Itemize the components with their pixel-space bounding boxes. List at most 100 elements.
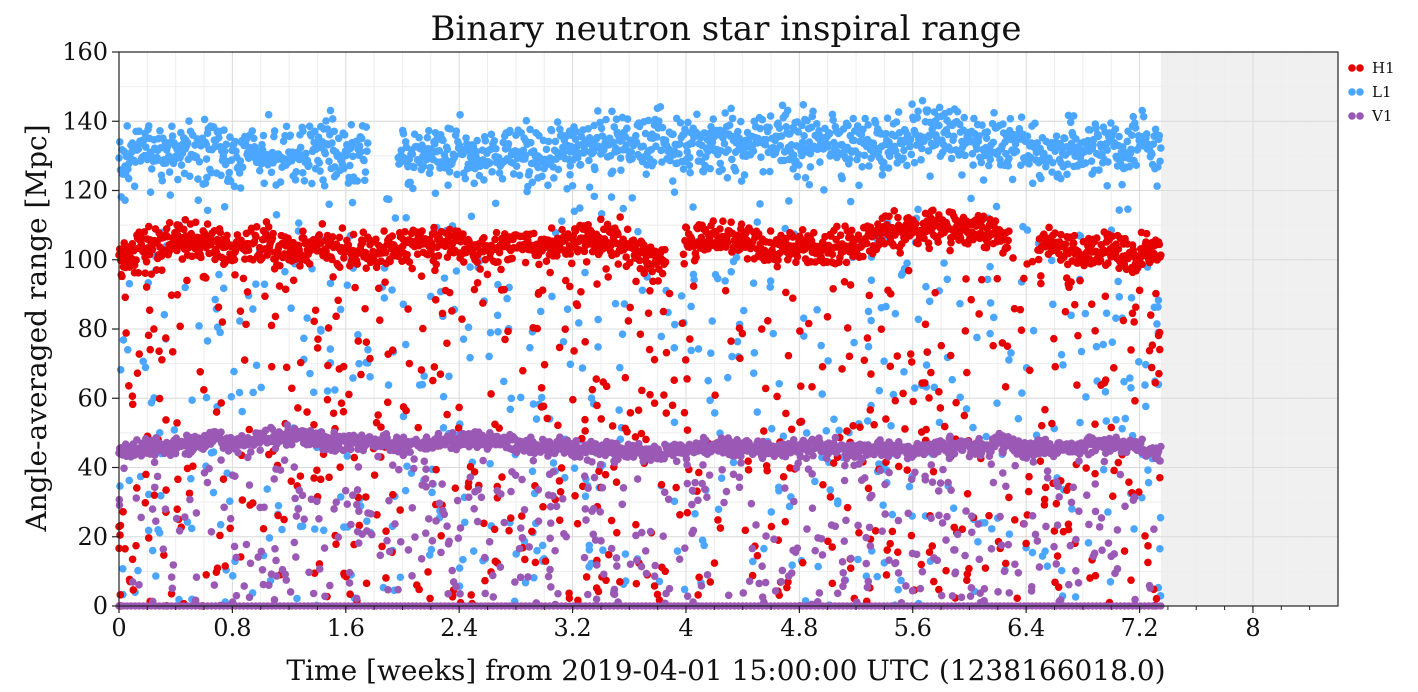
point-h1 xyxy=(314,335,322,343)
point-h1 xyxy=(874,220,882,228)
point-l1 xyxy=(316,167,324,175)
point-l1 xyxy=(156,144,165,152)
point-h1 xyxy=(432,465,440,474)
point-h1 xyxy=(226,524,235,533)
point-h1 xyxy=(1087,300,1096,308)
point-l1 xyxy=(813,305,821,314)
point-l1 xyxy=(825,130,834,138)
point-l1 xyxy=(1047,256,1056,265)
point-l1 xyxy=(460,518,469,527)
point-l1 xyxy=(1154,163,1162,171)
point-l1 xyxy=(195,158,204,166)
point-l1 xyxy=(194,175,202,183)
point-h1 xyxy=(561,325,570,333)
point-h1 xyxy=(322,245,330,253)
point-l1 xyxy=(230,182,239,191)
point-l1 xyxy=(481,137,490,145)
point-l1 xyxy=(509,170,518,178)
point-h1 xyxy=(1051,229,1059,237)
point-h1 xyxy=(833,222,841,231)
point-h1 xyxy=(1142,238,1150,246)
point-h1 xyxy=(819,480,827,489)
point-h1 xyxy=(378,542,386,551)
point-h1 xyxy=(1073,381,1081,389)
point-l1 xyxy=(867,316,875,325)
point-h1 xyxy=(1009,254,1017,262)
point-l1 xyxy=(960,113,969,122)
point-h1 xyxy=(1151,379,1160,387)
point-h1 xyxy=(429,376,437,385)
point-l1 xyxy=(1142,130,1151,138)
point-h1 xyxy=(1001,559,1010,568)
point-l1 xyxy=(1125,155,1134,163)
point-l1 xyxy=(231,137,239,146)
point-h1 xyxy=(826,493,835,501)
point-l1 xyxy=(854,555,862,564)
point-h1 xyxy=(1025,472,1033,481)
point-l1 xyxy=(183,139,192,147)
point-h1 xyxy=(158,355,166,364)
point-h1 xyxy=(694,591,702,599)
point-l1 xyxy=(527,138,535,147)
point-h1 xyxy=(441,286,450,295)
point-h1 xyxy=(252,232,260,241)
point-l1 xyxy=(799,100,808,109)
point-h1 xyxy=(1138,260,1147,269)
point-l1 xyxy=(462,134,470,142)
point-l1 xyxy=(144,490,153,499)
point-h1 xyxy=(383,398,392,407)
point-h1 xyxy=(323,395,332,404)
point-l1 xyxy=(168,122,176,131)
point-l1 xyxy=(402,214,410,222)
point-h1 xyxy=(553,252,561,260)
point-l1 xyxy=(1088,170,1096,178)
point-h1 xyxy=(202,274,210,282)
point-l1 xyxy=(439,136,447,145)
point-h1 xyxy=(886,362,895,371)
point-h1 xyxy=(196,368,205,376)
point-l1 xyxy=(1107,119,1115,127)
point-h1 xyxy=(963,368,971,377)
point-l1 xyxy=(1155,131,1164,140)
point-l1 xyxy=(300,334,308,343)
point-h1 xyxy=(1131,303,1140,311)
point-l1 xyxy=(932,140,940,149)
point-l1 xyxy=(987,525,996,533)
point-l1 xyxy=(216,520,225,529)
point-h1 xyxy=(554,421,562,430)
point-l1 xyxy=(980,518,989,527)
point-h1 xyxy=(622,262,631,271)
point-l1 xyxy=(147,165,156,173)
point-l1 xyxy=(1104,508,1112,516)
point-h1 xyxy=(952,398,960,407)
point-l1 xyxy=(466,263,474,271)
point-h1 xyxy=(573,519,582,528)
point-h1 xyxy=(604,273,612,281)
point-l1 xyxy=(170,426,179,434)
point-h1 xyxy=(313,466,321,475)
point-l1 xyxy=(515,171,524,180)
point-l1 xyxy=(181,283,189,292)
point-h1 xyxy=(885,212,893,221)
point-l1 xyxy=(967,194,975,203)
point-l1 xyxy=(1123,137,1132,146)
point-l1 xyxy=(336,493,345,501)
point-h1 xyxy=(572,300,581,308)
point-l1 xyxy=(1004,162,1012,170)
point-l1 xyxy=(1015,125,1024,133)
point-l1 xyxy=(319,526,328,535)
point-h1 xyxy=(329,273,337,281)
point-l1 xyxy=(706,396,714,405)
point-h1 xyxy=(744,466,753,474)
point-h1 xyxy=(981,564,990,572)
point-l1 xyxy=(272,211,281,219)
point-h1 xyxy=(998,339,1007,347)
point-h1 xyxy=(179,225,188,234)
point-h1 xyxy=(417,272,426,280)
point-l1 xyxy=(1127,383,1135,392)
point-h1 xyxy=(592,375,601,383)
point-l1 xyxy=(986,299,995,307)
point-h1 xyxy=(480,519,488,528)
point-l1 xyxy=(399,129,408,138)
point-h1 xyxy=(723,238,732,247)
